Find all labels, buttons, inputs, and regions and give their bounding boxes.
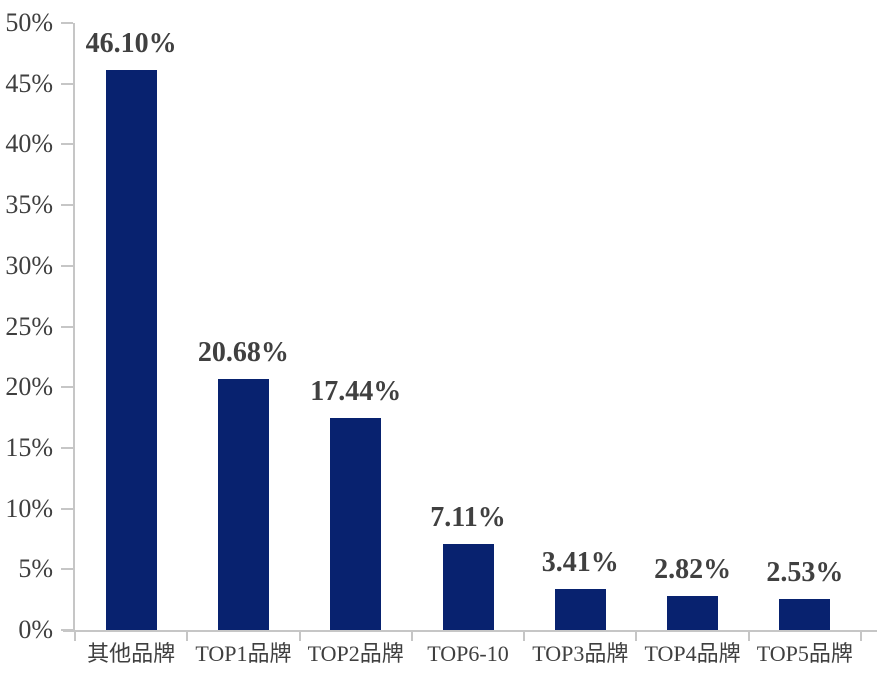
y-axis-tick-label: 50% <box>5 8 53 37</box>
bar-value-label: 7.11% <box>430 501 506 533</box>
x-axis-tick <box>410 630 413 641</box>
y-axis-tick <box>61 82 73 85</box>
bar-TOP5品牌 <box>779 599 831 630</box>
x-axis-label: TOP6-10 <box>427 641 509 666</box>
y-axis-tick-label: 0% <box>18 615 53 644</box>
bar-TOP1品牌 <box>217 378 269 630</box>
y-axis-tick <box>61 264 73 267</box>
bar-其他品牌 <box>105 70 157 630</box>
x-axis-line <box>63 630 877 632</box>
y-axis-line <box>73 23 75 632</box>
y-axis-tick-label: 20% <box>5 372 53 402</box>
x-axis-label: TOP4品牌 <box>644 641 741 666</box>
bar-value-label: 20.68% <box>197 336 289 368</box>
bar-value-label: 17.44% <box>310 376 402 408</box>
x-axis-tick <box>186 630 189 641</box>
bar-value-label: 3.41% <box>541 546 619 578</box>
bar-value-label: 46.10% <box>85 28 177 60</box>
x-axis-label: TOP5品牌 <box>756 641 853 666</box>
x-axis-label: TOP2品牌 <box>307 641 404 666</box>
y-axis-tick-label: 35% <box>5 190 53 220</box>
x-axis-tick <box>747 630 750 641</box>
y-axis-tick <box>61 568 73 571</box>
y-axis-tick <box>61 204 73 207</box>
x-axis-label: TOP1品牌 <box>195 641 292 666</box>
y-axis-tick-label: 40% <box>5 129 53 159</box>
bar-value-label: 2.82% <box>654 553 732 585</box>
x-axis-tick <box>635 630 638 641</box>
y-axis-tick <box>61 629 73 631</box>
bar-TOP3品牌 <box>554 588 606 630</box>
y-axis-tick-label: 30% <box>5 250 53 280</box>
bar-TOP4品牌 <box>667 595 719 630</box>
y-axis-tick <box>61 386 73 389</box>
y-axis-tick <box>61 143 73 146</box>
x-axis-tick <box>74 630 76 641</box>
x-axis-tick <box>298 630 301 641</box>
bar-TOP6-10 <box>442 543 494 630</box>
y-axis-tick <box>61 22 73 24</box>
y-axis-tick-label: 25% <box>5 311 53 341</box>
bar-TOP2品牌 <box>330 418 382 630</box>
y-axis-tick <box>61 325 73 328</box>
y-axis-tick-label: 5% <box>18 554 53 584</box>
x-axis-tick <box>523 630 526 641</box>
y-axis-tick <box>61 446 73 449</box>
y-axis-tick-label: 10% <box>5 493 53 523</box>
bar-value-label: 2.53% <box>766 557 844 589</box>
y-axis-tick-label: 15% <box>5 432 53 462</box>
y-axis-tick-label: 45% <box>5 68 53 98</box>
x-axis-label: 其他品牌 <box>87 641 176 666</box>
y-axis-tick <box>61 507 73 510</box>
x-axis-label: TOP3品牌 <box>532 641 629 666</box>
x-axis-tick <box>860 630 862 641</box>
